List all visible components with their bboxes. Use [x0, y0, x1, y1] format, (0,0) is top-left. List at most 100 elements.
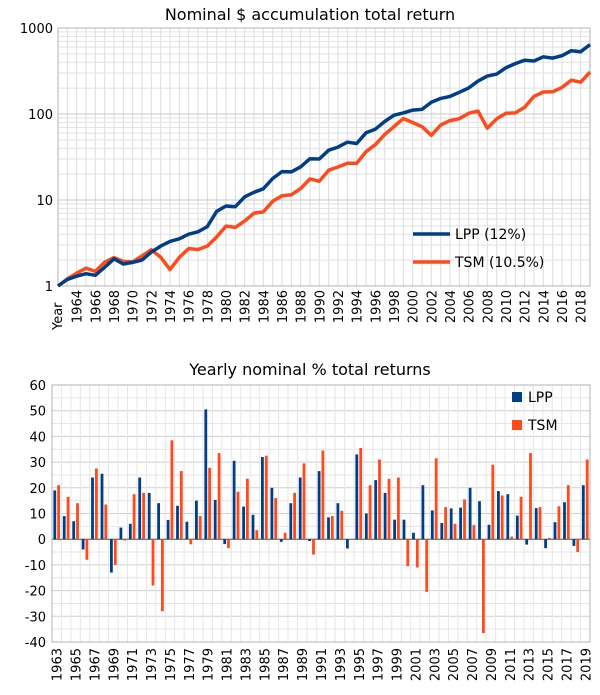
bar-tsm [179, 471, 183, 540]
bar-lpp [91, 477, 94, 540]
bar-lpp [119, 527, 123, 540]
x-tick-label: 2004 [444, 290, 459, 323]
legend-label-tsm: TSM [527, 418, 558, 434]
bar-tsm [302, 463, 306, 540]
series-line-lpp [56, 43, 592, 288]
bar-tsm [453, 523, 457, 540]
bar-lpp [251, 514, 255, 540]
bar-tsm [406, 539, 410, 567]
x-tick-label: 1964 [71, 290, 86, 323]
bar-tsm [463, 499, 466, 540]
yearly-returns-bars [53, 409, 589, 633]
bar-tsm [415, 539, 419, 568]
x-tick-label: 1984 [257, 290, 272, 323]
bar-tsm [519, 496, 523, 540]
bar-tsm [330, 516, 334, 540]
bar-tsm [189, 539, 193, 545]
bar-tsm [491, 464, 495, 540]
x-tick-label: 2014 [537, 290, 552, 323]
bar-tsm [510, 536, 514, 540]
bar-tsm [198, 516, 202, 540]
accumulation-legend: LPP (12%) TSM (10.5%) [413, 227, 544, 271]
x-tick-label: 2003 [428, 648, 443, 681]
bar-lpp [393, 519, 396, 540]
yearly-returns-plot-frame [51, 384, 591, 643]
bar-lpp [128, 523, 132, 540]
bar-tsm [387, 478, 391, 540]
y-tick-label: 10 [29, 508, 46, 523]
bar-tsm [557, 506, 561, 540]
bar-tsm [585, 459, 589, 540]
x-tick-label: 1999 [391, 648, 406, 681]
bar-tsm [85, 539, 89, 560]
legend-swatch-lpp [512, 392, 522, 402]
bar-tsm [529, 453, 532, 540]
accumulation-chart-title: Nominal $ accumulation total return [165, 5, 455, 24]
bar-lpp [544, 539, 547, 549]
bar-tsm [170, 440, 174, 540]
y-tick-label: -30 [25, 610, 46, 625]
x-tick-label: 1978 [201, 290, 216, 323]
x-tick-label: 2005 [447, 648, 462, 681]
x-tick-label: 1995 [353, 648, 368, 681]
y-tick-label: 10 [36, 194, 53, 209]
bar-lpp [213, 499, 217, 540]
bar-lpp [242, 506, 245, 540]
bar-lpp [195, 500, 198, 540]
x-tick-label: 1986 [276, 290, 291, 323]
bar-lpp [412, 532, 415, 540]
x-tick-label: 2010 [500, 290, 515, 323]
y-tick-label: 30 [29, 456, 46, 471]
x-tick-label: 2013 [523, 648, 538, 681]
x-tick-label: 1980 [220, 290, 235, 323]
y-tick-label: 1 [45, 280, 53, 295]
bar-lpp [204, 409, 208, 540]
bar-lpp [279, 539, 283, 542]
x-tick-label: 1998 [388, 290, 403, 323]
y-tick-label: 60 [29, 379, 46, 394]
bar-lpp [223, 539, 227, 545]
bar-lpp [421, 485, 425, 540]
bar-lpp [53, 490, 57, 540]
bar-lpp [346, 539, 349, 549]
bar-lpp [270, 487, 274, 540]
bar-lpp [166, 519, 170, 540]
bar-lpp [487, 524, 491, 540]
bar-tsm [227, 539, 230, 549]
bar-lpp [72, 521, 76, 540]
y-tick-label: 50 [29, 405, 46, 420]
x-tick-label: 1965 [70, 648, 85, 681]
bar-lpp [364, 513, 368, 540]
bar-tsm [444, 507, 447, 540]
x-tick-label: 1996 [369, 290, 384, 323]
x-tick-label: 2016 [556, 290, 571, 323]
bar-tsm [312, 539, 315, 555]
bar-tsm [66, 496, 70, 540]
x-tick-label: 2017 [560, 648, 575, 681]
legend-label-lpp: LPP (12%) [455, 227, 526, 243]
bar-tsm [472, 525, 476, 540]
x-tick-label: 1971 [126, 648, 141, 681]
bar-tsm [95, 468, 98, 540]
x-tick-label: 1991 [315, 648, 330, 681]
bar-lpp [468, 487, 472, 540]
bar-tsm [566, 485, 570, 540]
bar-lpp [62, 516, 66, 540]
bar-tsm [142, 492, 145, 540]
accumulation-x-ticks: 1964 1966 1968 1970 1972 1974 1976 1978 1980 1982… [71, 290, 590, 323]
x-tick-label: 1969 [107, 648, 122, 681]
x-tick-label: 1977 [183, 648, 198, 681]
accumulation-chart: Nominal $ accumulation total return 1 10 1… [20, 5, 592, 331]
yearly-returns-chart-title: Yearly nominal % total returns [188, 360, 431, 379]
series-line-tsm [56, 70, 592, 288]
bar-lpp [534, 508, 538, 540]
bar-tsm [208, 467, 211, 540]
bar-lpp [100, 473, 104, 540]
x-tick-label: 1981 [221, 648, 236, 681]
yearly-returns-legend: LPP TSM [512, 390, 558, 434]
bar-tsm [397, 477, 400, 540]
bar-lpp [298, 477, 302, 540]
bar-lpp [563, 502, 566, 540]
bar-lpp [157, 503, 160, 540]
x-tick-label: 1976 [183, 290, 198, 323]
